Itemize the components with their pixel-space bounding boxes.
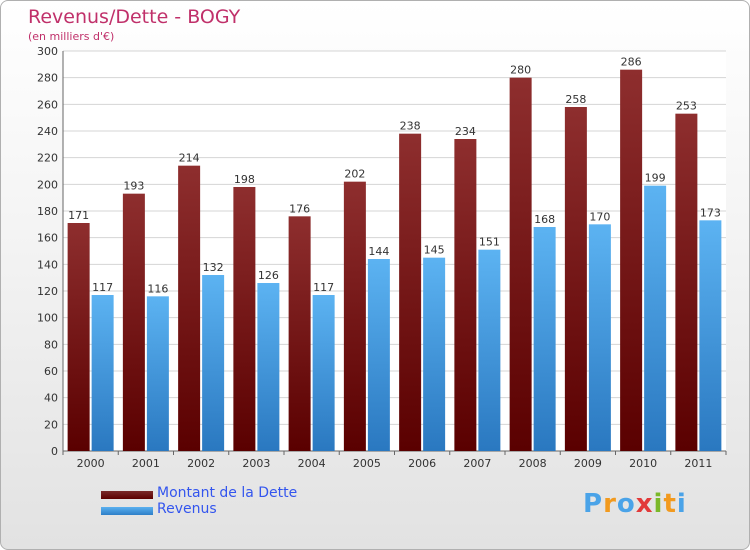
y-tick-label: 40 xyxy=(44,392,58,405)
bar-dette xyxy=(620,69,643,452)
bar-revenus xyxy=(91,295,114,451)
plot-area xyxy=(63,51,726,451)
legend-swatch-dette xyxy=(101,491,153,499)
data-label-revenus: 199 xyxy=(645,172,666,185)
y-tick-label: 140 xyxy=(37,258,58,271)
data-label-revenus: 173 xyxy=(700,206,721,219)
y-tick-label: 240 xyxy=(37,125,58,138)
y-tick-label: 20 xyxy=(44,418,58,431)
bar-revenus xyxy=(699,220,722,451)
x-tick-label: 2004 xyxy=(298,457,326,470)
bar-revenus xyxy=(257,283,280,451)
data-label-dette: 202 xyxy=(344,168,365,181)
bar-revenus xyxy=(644,185,667,451)
bar-dette xyxy=(509,77,532,452)
y-tick-label: 220 xyxy=(37,152,58,165)
logo-letter: x xyxy=(635,489,654,519)
bar-revenus xyxy=(146,296,169,451)
x-tick-label: 2000 xyxy=(77,457,105,470)
data-label-revenus: 117 xyxy=(92,281,113,294)
x-tick-label: 2006 xyxy=(408,457,436,470)
bar-revenus xyxy=(588,224,611,451)
y-tick-label: 300 xyxy=(37,45,58,58)
data-label-revenus: 151 xyxy=(479,236,500,249)
bar-dette xyxy=(122,193,145,451)
logo-letter: i xyxy=(676,489,687,519)
data-label-dette: 176 xyxy=(289,202,310,215)
logo-letter: P xyxy=(583,489,604,519)
data-label-revenus: 144 xyxy=(368,245,389,258)
x-tick-label: 2008 xyxy=(519,457,547,470)
y-tick-label: 280 xyxy=(37,72,58,85)
data-label-revenus: 170 xyxy=(589,210,610,223)
x-tick-label: 2003 xyxy=(242,457,270,470)
bar-dette xyxy=(454,139,477,451)
data-label-revenus: 168 xyxy=(534,213,555,226)
bar-dette xyxy=(67,223,90,451)
logo-letter: o xyxy=(616,489,636,519)
legend-label-revenus: Revenus xyxy=(157,501,217,517)
y-tick-label: 80 xyxy=(44,338,58,351)
logo-letter: i xyxy=(653,489,664,519)
bar-revenus xyxy=(312,295,335,451)
y-tick-label: 100 xyxy=(37,312,58,325)
chart-subtitle: (en milliers d'€) xyxy=(28,30,115,43)
data-label-dette: 171 xyxy=(68,209,89,222)
x-tick-label: 2007 xyxy=(463,457,491,470)
x-tick-label: 2005 xyxy=(353,457,381,470)
bar-dette xyxy=(564,107,587,451)
proxiti-logo: Proxiti xyxy=(583,489,687,519)
data-label-dette: 214 xyxy=(179,152,200,165)
chart-title: Revenus/Dette - BOGY xyxy=(28,6,241,28)
data-label-dette: 238 xyxy=(400,120,421,133)
data-label-dette: 280 xyxy=(510,64,531,77)
data-label-revenus: 126 xyxy=(258,269,279,282)
data-label-revenus: 116 xyxy=(147,282,168,295)
x-tick-label: 2010 xyxy=(629,457,657,470)
y-tick-label: 0 xyxy=(51,445,58,458)
logo-letter: t xyxy=(663,489,677,519)
y-tick-label: 160 xyxy=(37,232,58,245)
bar-dette xyxy=(178,165,201,451)
data-label-revenus: 145 xyxy=(424,244,445,257)
bar-revenus xyxy=(367,259,390,451)
data-label-dette: 286 xyxy=(621,56,642,69)
bar-dette xyxy=(675,113,698,452)
data-label-dette: 258 xyxy=(565,93,586,106)
logo-letter: r xyxy=(603,489,617,519)
bar-revenus xyxy=(202,275,225,451)
data-label-revenus: 117 xyxy=(313,281,334,294)
bar-dette xyxy=(343,181,366,451)
bar-revenus xyxy=(533,227,556,451)
bar-dette xyxy=(288,216,311,451)
bar-dette xyxy=(399,133,422,451)
bar-revenus xyxy=(478,249,501,451)
x-tick-label: 2002 xyxy=(187,457,215,470)
legend-swatch-revenus xyxy=(101,507,153,515)
data-label-revenus: 132 xyxy=(203,261,224,274)
bar-revenus xyxy=(423,257,446,451)
x-tick-label: 2011 xyxy=(684,457,712,470)
legend-label-dette: Montant de la Dette xyxy=(157,485,298,501)
x-tick-label: 2009 xyxy=(574,457,602,470)
y-tick-label: 120 xyxy=(37,285,58,298)
y-tick-label: 260 xyxy=(37,98,58,111)
y-tick-label: 180 xyxy=(37,205,58,218)
data-label-dette: 193 xyxy=(123,180,144,193)
data-label-dette: 234 xyxy=(455,125,476,138)
y-tick-label: 200 xyxy=(37,178,58,191)
x-tick-label: 2001 xyxy=(132,457,160,470)
data-label-dette: 198 xyxy=(234,173,255,186)
bar-dette xyxy=(233,187,256,451)
y-tick-label: 60 xyxy=(44,365,58,378)
data-label-dette: 253 xyxy=(676,100,697,113)
